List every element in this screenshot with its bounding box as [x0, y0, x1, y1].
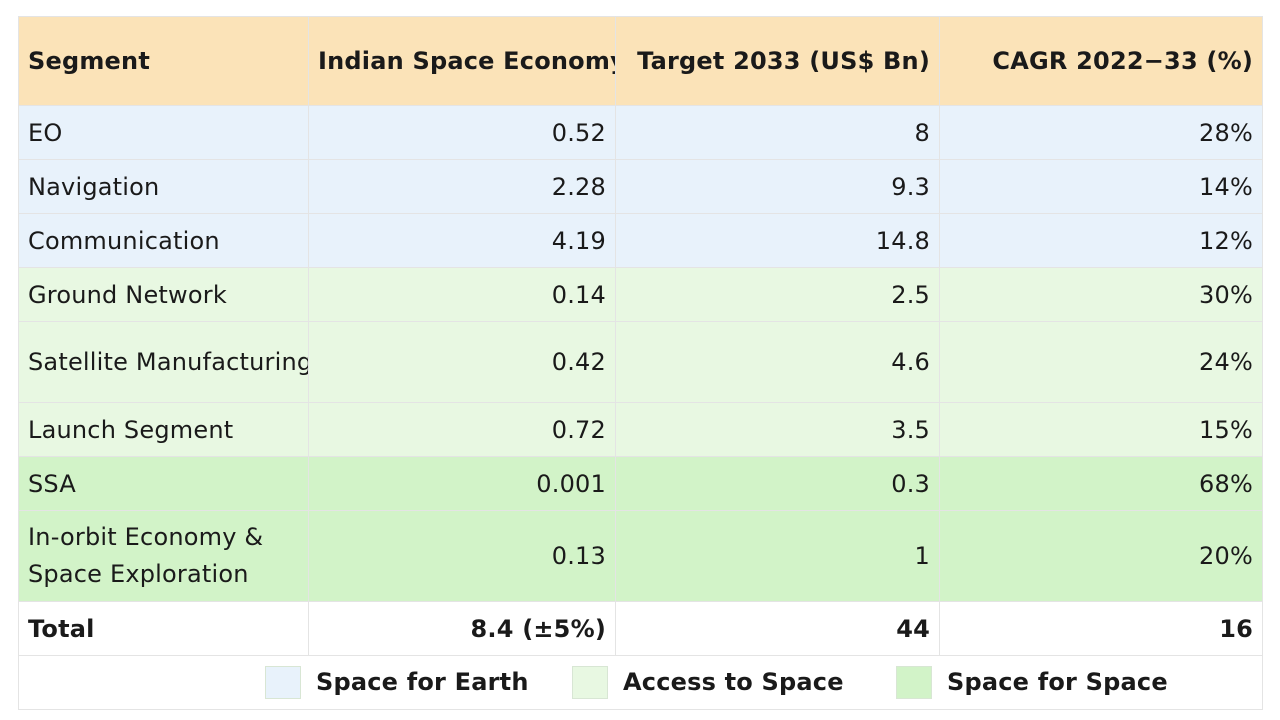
economy-2022-cell: 4.19	[308, 213, 616, 268]
table-row-ssa: SSA 0.001 0.3 68%	[18, 456, 1263, 511]
legend-swatch-space-for-space	[896, 666, 932, 699]
segment-cell: Navigation	[18, 159, 309, 214]
legend: Space for Earth Access to Space Space fo…	[18, 655, 1263, 710]
legend-swatch-access-to-space	[572, 666, 608, 699]
legend-label-space-for-space: Space for Space	[947, 668, 1168, 696]
header-segment: Segment	[18, 16, 309, 106]
target-2033-cell: 2.5	[615, 267, 940, 322]
header-economy-2022: Indian Space Economy 2022 ($ Bn)	[308, 16, 616, 106]
segment-cell: Launch Segment	[18, 402, 309, 457]
table-row-satellite-manufacturing: Satellite Manufacturing 0.42 4.6 24%	[18, 321, 1263, 403]
legend-label-access-to-space: Access to Space	[623, 668, 844, 696]
cagr-cell: 24%	[939, 321, 1263, 403]
table-row-ground-network: Ground Network 0.14 2.5 30%	[18, 267, 1263, 322]
total-cagr: 16	[939, 601, 1263, 656]
economy-2022-cell: 0.72	[308, 402, 616, 457]
cagr-cell: 14%	[939, 159, 1263, 214]
table-row-eo: EO 0.52 8 28%	[18, 105, 1263, 160]
table-row-launch-segment: Launch Segment 0.72 3.5 15%	[18, 402, 1263, 457]
cagr-cell: 28%	[939, 105, 1263, 160]
header-target-2033: Target 2033 (US$ Bn)	[615, 16, 940, 106]
segment-cell: Satellite Manufacturing	[18, 321, 309, 403]
segment-cell: SSA	[18, 456, 309, 511]
table-row-total: Total 8.4 (±5%) 44 16	[18, 601, 1263, 656]
cagr-cell: 20%	[939, 510, 1263, 602]
legend-row: Space for Earth Access to Space Space fo…	[18, 655, 1263, 710]
total-target-2033: 44	[615, 601, 940, 656]
segment-cell: EO	[18, 105, 309, 160]
cagr-cell: 15%	[939, 402, 1263, 457]
table-row-navigation: Navigation 2.28 9.3 14%	[18, 159, 1263, 214]
economy-2022-cell: 0.52	[308, 105, 616, 160]
table-row-communication: Communication 4.19 14.8 12%	[18, 213, 1263, 268]
segment-cell: Communication	[18, 213, 309, 268]
target-2033-cell: 9.3	[615, 159, 940, 214]
total-economy-2022: 8.4 (±5%)	[308, 601, 616, 656]
economy-2022-cell: 0.001	[308, 456, 616, 511]
target-2033-cell: 14.8	[615, 213, 940, 268]
segment-cell: In-orbit Economy & Space Exploration	[18, 510, 309, 602]
target-2033-cell: 8	[615, 105, 940, 160]
total-label: Total	[18, 601, 309, 656]
cagr-cell: 30%	[939, 267, 1263, 322]
economy-2022-cell: 0.13	[308, 510, 616, 602]
economy-2022-cell: 0.42	[308, 321, 616, 403]
economy-2022-cell: 2.28	[308, 159, 616, 214]
table-row-in-orbit-economy: In-orbit Economy & Space Exploration 0.1…	[18, 510, 1263, 602]
header-row: Segment Indian Space Economy 2022 ($ Bn)…	[18, 16, 1263, 106]
target-2033-cell: 3.5	[615, 402, 940, 457]
target-2033-cell: 1	[615, 510, 940, 602]
cagr-cell: 68%	[939, 456, 1263, 511]
economy-2022-cell: 0.14	[308, 267, 616, 322]
legend-swatch-space-for-earth	[265, 666, 301, 699]
header-cagr: CAGR 2022−33 (%)	[939, 16, 1263, 106]
target-2033-cell: 0.3	[615, 456, 940, 511]
cagr-cell: 12%	[939, 213, 1263, 268]
segment-cell: Ground Network	[18, 267, 309, 322]
space-economy-table: Segment Indian Space Economy 2022 ($ Bn)…	[18, 16, 1263, 710]
legend-label-space-for-earth: Space for Earth	[316, 668, 529, 696]
target-2033-cell: 4.6	[615, 321, 940, 403]
